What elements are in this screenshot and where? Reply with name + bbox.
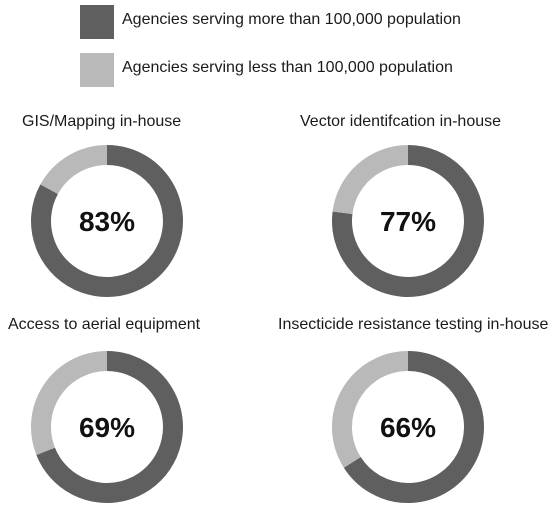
donut-slice-more-than-100k	[343, 351, 484, 503]
donut-center-label: 77%	[380, 206, 436, 237]
chart-title-vector-identification: Vector identifcation in-house	[300, 113, 502, 130]
donut-slice-less-than-100k	[40, 145, 108, 195]
chart-title-gis-mapping: GIS/Mapping in-house	[22, 113, 182, 130]
donut-center-label: 69%	[79, 412, 135, 443]
donut-slice-less-than-100k	[332, 145, 409, 215]
donut-slice-less-than-100k	[31, 351, 108, 455]
donut-slice-less-than-100k	[332, 351, 409, 468]
legend-label: Agencies serving more than 100,000 popul…	[122, 11, 461, 28]
chart-title-aerial-equipment: Access to aerial equipment	[8, 316, 201, 333]
legend-swatch-dark	[80, 5, 114, 39]
donut-slice-more-than-100k	[36, 351, 183, 503]
chart-title-insecticide-resistance: Insecticide resistance testing in-house	[278, 316, 549, 333]
donut-center-label: 66%	[380, 412, 436, 443]
donut-slice-more-than-100k	[31, 145, 183, 297]
legend-swatch-light	[80, 53, 114, 87]
donut-center-label: 83%	[79, 206, 135, 237]
legend-label: Agencies serving less than 100,000 popul…	[122, 59, 453, 76]
donut-slice-more-than-100k	[332, 145, 484, 297]
